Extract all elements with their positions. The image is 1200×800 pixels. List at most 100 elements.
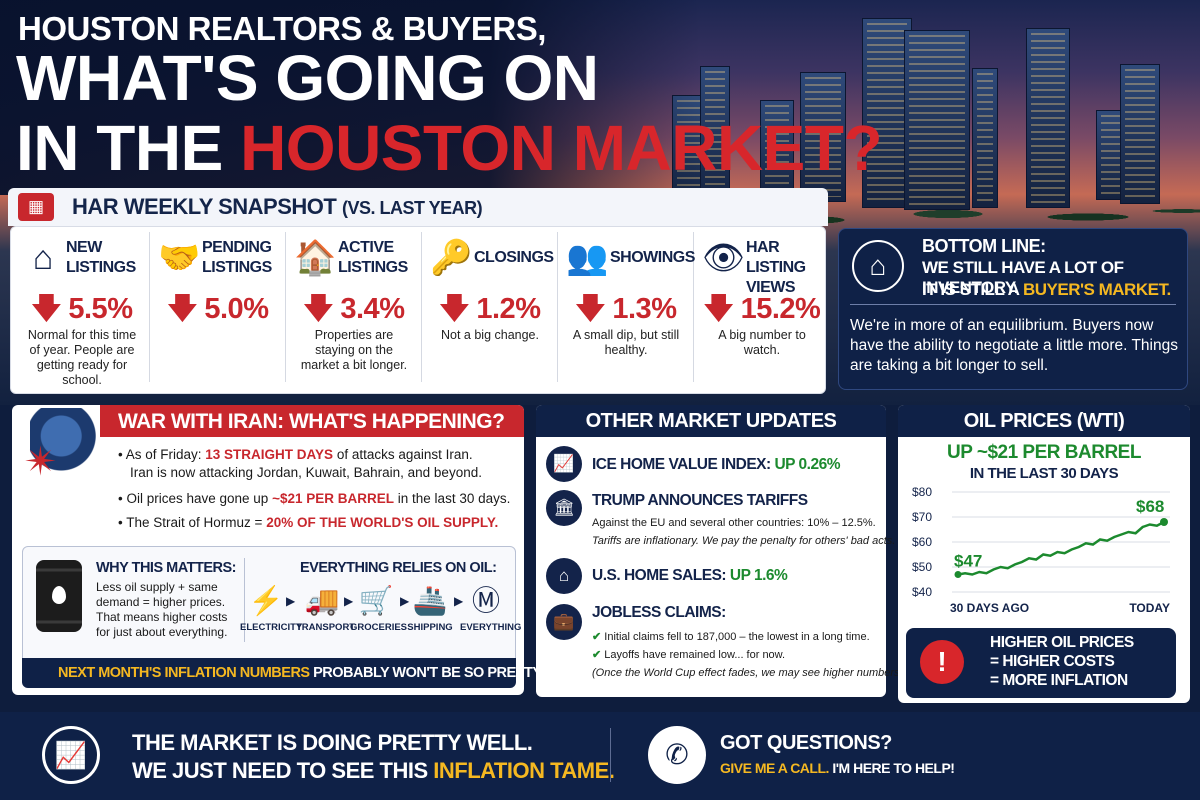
callout-line3: = MORE INFLATION	[990, 672, 1128, 689]
bottom-line-heading: BOTTOM LINE:	[922, 236, 1046, 256]
oil-start-point	[954, 571, 962, 578]
key-icon: 🔑	[430, 239, 473, 277]
page-title: WHAT'S GOING ON	[16, 42, 599, 114]
oil-end-label: $68	[1136, 497, 1164, 516]
arrow-icon: ▶	[286, 594, 296, 608]
oil-title: OIL PRICES (WTI)	[963, 410, 1125, 432]
check-icon: ✔	[592, 649, 602, 661]
footer	[0, 712, 1200, 800]
tariffs-line1: Against the EU and several other countri…	[592, 517, 876, 529]
metric-active-listings: 🏠 ACTIVE LISTINGS 🡇 3.4% Properties are …	[286, 232, 422, 382]
bottom-line-line1: WE STILL HAVE A LOT OF INVENTORY.	[922, 258, 1124, 297]
oil-x-label-start: 30 DAYS AGO	[950, 601, 1029, 615]
callout-line1: HIGHER OIL PRICES	[990, 634, 1134, 651]
oil-y-tick: $40	[912, 585, 932, 599]
tariffs-title: TRUMP ANNOUNCES TARIFFS	[592, 492, 808, 509]
dep-transport: 🚚 TRANSPORT	[296, 585, 356, 633]
snapshot-title: HAR WEEKLY SNAPSHOT (VS. LAST YEAR)	[72, 194, 483, 219]
callout-line2: = HIGHER COSTS	[990, 653, 1115, 670]
oil-start-label: $47	[954, 552, 982, 571]
building-icon: 🏠	[294, 239, 337, 277]
ship-icon: 🚢	[412, 585, 448, 616]
dep-shipping: 🚢 SHIPPING	[404, 584, 456, 633]
dep-groceries: 🛒 GROCERIES	[350, 585, 408, 633]
war-bullet-1: • As of Friday: 13 STRAIGHT DAYS of atta…	[118, 447, 473, 462]
oil-y-tick: $60	[912, 535, 932, 549]
war-title: WAR WITH IRAN: WHAT'S HAPPENING?	[118, 410, 505, 433]
metric-note: A small dip, but still healthy.	[572, 328, 680, 357]
footer-line2: WE JUST NEED TO SEE THIS INFLATION TAME.	[132, 758, 615, 783]
dollar-icon: Ⓜ	[471, 585, 500, 616]
war-bullet-1-line2: Iran is now attacking Jordan, Kuwait, Ba…	[130, 465, 482, 480]
title-highlight: HOUSTON MARKET?	[240, 112, 883, 184]
briefcase-icon: 💼	[546, 604, 582, 640]
metric-new-listings: ⌂ NEW LISTINGS 🡇 5.5% Normal for this ti…	[14, 232, 150, 387]
bottom-line-line2: IT IS STILL A BUYER'S MARKET.	[922, 280, 1171, 299]
metric-value: 🡇 1.3%	[575, 293, 677, 325]
house-icon: ⌂	[546, 558, 582, 594]
jobless-line3: (Once the World Cup effect fades, we may…	[592, 667, 907, 679]
relies-title: EVERYTHING RELIES ON OIL:	[300, 560, 497, 576]
arrow-icon: ▶	[454, 594, 464, 608]
war-header	[100, 405, 524, 437]
ice-index: ICE HOME VALUE INDEX: UP 0.26%	[592, 456, 840, 473]
page-title-line3: IN THE HOUSTON MARKET?	[16, 112, 883, 184]
oil-x-label-end: TODAY	[1129, 601, 1170, 615]
metric-showings: 👥 SHOWINGS 🡇 1.3% A small dip, but still…	[558, 232, 695, 382]
footer-line1: THE MARKET IS DOING PRETTY WELL.	[132, 730, 533, 755]
metric-label: NEW LISTINGS	[66, 239, 136, 276]
eye-icon: 👁	[702, 239, 746, 277]
arrow-icon: ▶	[344, 594, 354, 608]
updates-title: OTHER MARKET UPDATES	[585, 410, 837, 432]
title-kicker: HOUSTON REALTORS & BUYERS,	[18, 10, 546, 47]
cart-icon: 🛒	[358, 585, 394, 616]
metric-listing-views: 👁 HAR LISTING VIEWS 🡇 15.2% A big number…	[694, 232, 830, 382]
divider	[850, 304, 1176, 305]
explosion-icon: ✴	[24, 440, 58, 484]
globe-icon	[30, 408, 108, 478]
divider	[244, 558, 245, 642]
metric-closings: 🔑 CLOSINGS 🡇 1.2% Not a big change.	[422, 232, 558, 382]
metric-note: A big number to watch.	[718, 328, 806, 357]
footer-question: GOT QUESTIONS?	[720, 732, 892, 754]
chart-up-icon: 📈	[546, 446, 582, 482]
inflation-bar	[22, 658, 516, 688]
oil-series-line	[957, 520, 1165, 576]
metric-pending-listings: 🤝 PENDING LISTINGS 🡇 5.0%	[150, 232, 286, 382]
war-bullet-2: • Oil prices have gone up ~$21 PER BARRE…	[118, 491, 511, 506]
oil-end-point	[1160, 518, 1168, 526]
dep-electricity: ⚡ ELECTRICITY	[240, 585, 303, 633]
metric-note: Not a big change.	[441, 328, 539, 342]
oil-y-tick: $50	[912, 560, 932, 574]
truck-icon: 🚚	[304, 585, 340, 616]
dep-everything: Ⓜ EVERYTHING	[460, 585, 522, 633]
updates-header	[536, 405, 886, 437]
jobless-line1: ✔ Initial claims fell to 187,000 – the l…	[592, 631, 870, 643]
why-body: Less oil supply + same demand = higher p…	[96, 580, 228, 639]
metric-note: Normal for this time of year. People are…	[27, 328, 137, 387]
metric-label: PENDING LISTINGS	[202, 239, 272, 276]
inflation-text: NEXT MONTH'S INFLATION NUMBERS PROBABLY …	[58, 665, 544, 681]
phone-icon[interactable]: ✆	[648, 726, 706, 784]
metric-value: 🡇 3.4%	[303, 293, 405, 325]
footer-call: GIVE ME A CALL. I'M HERE TO HELP!	[720, 760, 955, 776]
house-icon: ⌂	[32, 239, 54, 277]
updates-panel	[536, 405, 886, 697]
alert-icon: !	[920, 640, 964, 684]
capitol-icon: 🏛	[546, 490, 582, 526]
oil-header	[898, 405, 1190, 437]
jobless-title: JOBLESS CLAIMS:	[592, 604, 726, 621]
snapshot-panel	[10, 226, 826, 394]
divider	[610, 728, 611, 782]
metric-label: HAR LISTING VIEWS	[746, 239, 806, 296]
people-icon: 👥	[566, 239, 609, 277]
metric-label: ACTIVE LISTINGS	[338, 239, 408, 276]
why-title: WHY THIS MATTERS:	[96, 560, 236, 576]
metric-label: SHOWINGS	[610, 249, 695, 266]
house-icon: ⌂	[852, 240, 904, 292]
metric-label: CLOSINGS	[474, 249, 554, 266]
chart-up-icon: 📈	[42, 726, 100, 784]
metric-value: 🡇 15.2%	[703, 293, 821, 325]
check-icon: ✔	[592, 631, 602, 643]
oil-headline: UP ~$21 PER BARREL	[947, 442, 1141, 463]
